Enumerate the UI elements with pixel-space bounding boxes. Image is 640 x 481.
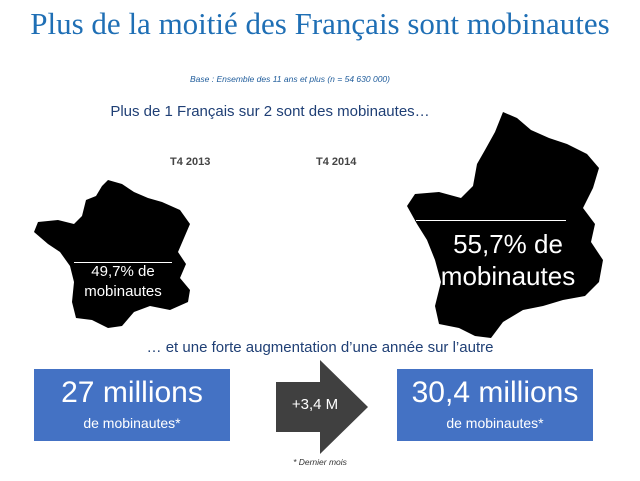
percent-value-2014: 55,7% de — [453, 229, 563, 259]
percent-value-2013: 49,7% de — [91, 263, 155, 280]
count-unit-2013: de mobinautes* — [83, 415, 181, 431]
percent-label-2013: 49,7% de mobinautes — [72, 262, 174, 302]
percent-unit-2014: mobinautes — [440, 261, 576, 291]
growth-label: +3,4 M — [291, 396, 339, 413]
france-map-2013 — [34, 180, 190, 328]
france-map-2014 — [407, 112, 603, 338]
subtitle-top: Plus de 1 Français sur 2 sont des mobina… — [110, 103, 430, 120]
page-title: Plus de la moitié des Français sont mobi… — [30, 6, 610, 41]
count-box-2013: 27 millions de mobinautes* — [34, 369, 230, 441]
map-divider-2014 — [416, 220, 566, 221]
base-note: Base : Ensemble des 11 ans et plus (n = … — [190, 74, 390, 84]
subtitle-bottom: … et une forte augmentation d’une année … — [146, 339, 494, 356]
year-label-2013: T4 2013 — [170, 156, 211, 168]
growth-arrow-icon — [276, 360, 368, 454]
count-value-2013: 27 millions — [61, 376, 203, 409]
year-label-2014: T4 2014 — [316, 156, 357, 168]
count-box-2014: 30,4 millions de mobinautes* — [397, 369, 593, 441]
percent-unit-2013: mobinautes — [84, 283, 162, 300]
count-unit-2014: de mobinautes* — [446, 415, 544, 431]
footnote: * Dernier mois — [293, 457, 347, 467]
count-value-2014: 30,4 millions — [411, 376, 579, 409]
percent-label-2014: 55,7% de mobinautes — [428, 228, 588, 292]
map-divider-2013 — [74, 262, 172, 263]
